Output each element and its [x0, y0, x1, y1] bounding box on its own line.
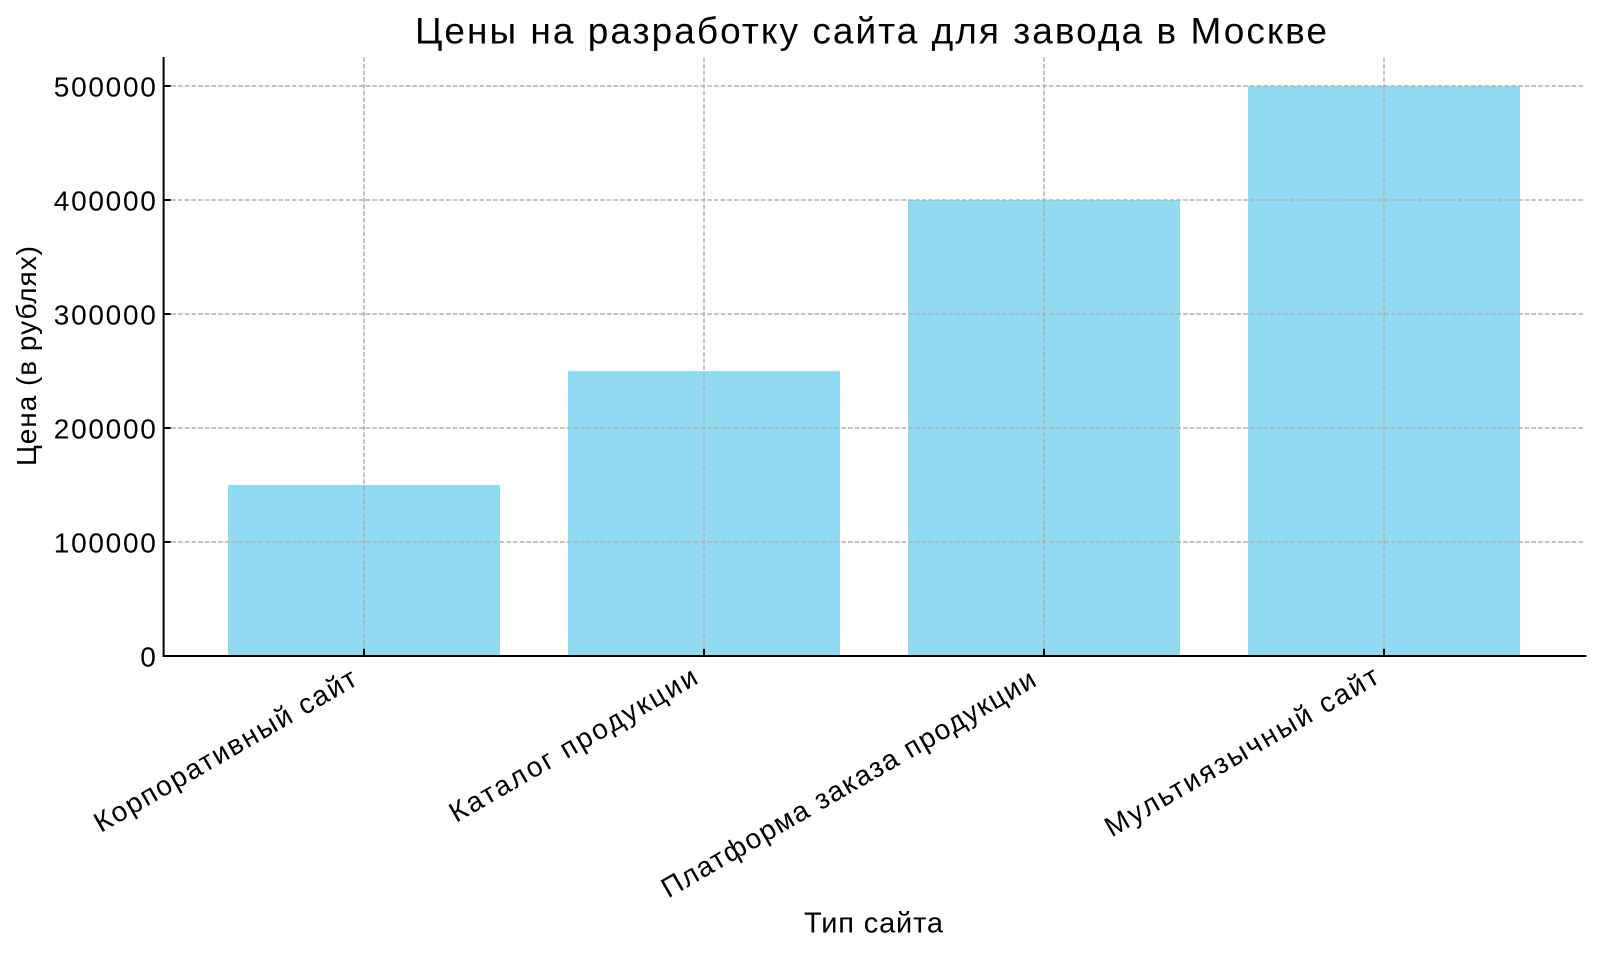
svg-text:0: 0	[140, 642, 156, 673]
svg-text:500000: 500000	[54, 72, 156, 103]
svg-text:300000: 300000	[54, 300, 156, 331]
svg-text:100000: 100000	[54, 528, 156, 559]
svg-text:Цена (в рублях): Цена (в рублях)	[11, 246, 42, 466]
svg-text:200000: 200000	[54, 414, 156, 445]
svg-text:Цены на разработку сайта для з: Цены на разработку сайта для завода в Мо…	[415, 11, 1327, 52]
svg-text:Тип сайта: Тип сайта	[804, 907, 944, 939]
svg-text:400000: 400000	[54, 186, 156, 217]
